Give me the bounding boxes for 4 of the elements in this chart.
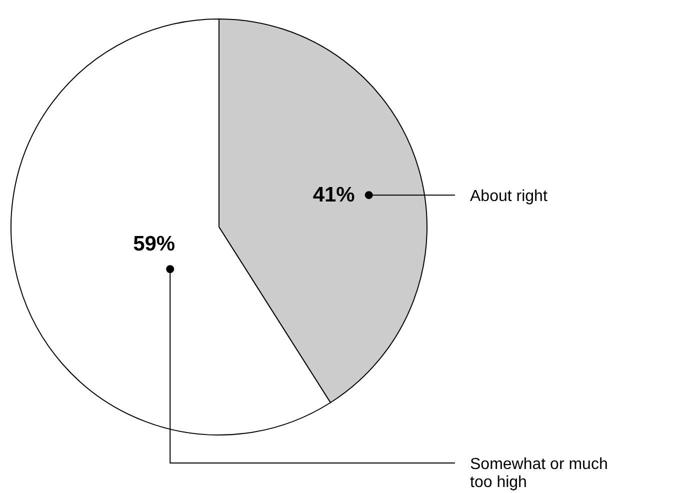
- data-label: 59%: [133, 232, 176, 256]
- slice-label: Somewhat or much too high: [470, 456, 608, 491]
- data-label: 41%: [312, 184, 356, 207]
- slice-label: About right: [470, 188, 548, 206]
